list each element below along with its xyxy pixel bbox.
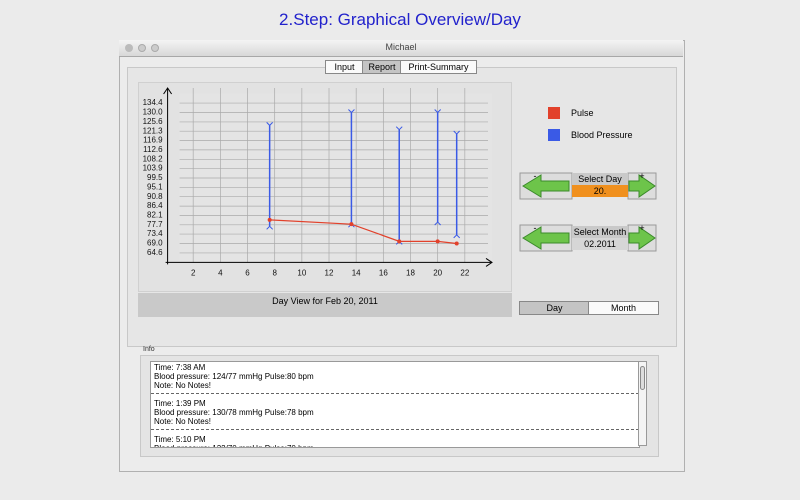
bp-cap: [395, 126, 403, 131]
x-axis-arrow: [485, 257, 493, 267]
min-button[interactable]: [138, 44, 146, 52]
bp-cap: [348, 109, 355, 114]
x-tick-label: 14: [352, 269, 361, 278]
title-bar: [119, 40, 683, 57]
minus-label: -: [533, 223, 537, 233]
y-tick-label: 121.3: [143, 126, 164, 135]
y-tick-label: 134.4: [143, 98, 164, 107]
info-line: Time: 1:39 PM: [154, 399, 206, 408]
minus-label: -: [533, 171, 537, 181]
x-tick-label: 8: [272, 269, 277, 278]
x-tick-label: 18: [406, 269, 415, 278]
y-tick-label: 64.6: [147, 248, 163, 257]
legend-swatch: [548, 107, 560, 119]
y-tick-label: 125.6: [143, 117, 164, 126]
info-line: Blood pressure: 124/77 mmHg Pulse:80 bpm: [154, 372, 314, 381]
y-tick-label: 69.0: [147, 239, 163, 248]
info-label: Info: [143, 346, 155, 353]
x-tick-label: 22: [460, 269, 469, 278]
info-entry: Time: 1:39 PM Blood pressure: 130/78 mmHg…: [151, 398, 639, 430]
y-tick-label: 86.4: [147, 201, 163, 210]
bp-cap: [266, 122, 274, 127]
tab[interactable]: Print-Summary: [400, 60, 477, 74]
bp-cap: [266, 225, 274, 230]
close-button[interactable]: [125, 44, 133, 52]
info-line: Note: No Notes!: [154, 417, 211, 426]
arrow-right[interactable]: [627, 224, 657, 252]
zoom-button[interactable]: [151, 44, 159, 52]
info-line: Note: No Notes!: [154, 381, 211, 390]
selector-label: Select Day: [572, 173, 628, 185]
info-line: Time: 5:10 PM: [154, 435, 206, 444]
info-entry: Time: 7:38 AM Blood pressure: 124/77 mmHg…: [151, 362, 639, 394]
x-tick-label: 6: [245, 269, 250, 278]
y-tick-label: 130.0: [143, 108, 164, 117]
x-tick-label: 16: [379, 269, 388, 278]
info-line: Time: 7:38 AM: [154, 363, 206, 372]
tab[interactable]: Input: [325, 60, 364, 74]
info-line: Blood pressure: 122/70 mmHg Pulse:70 bpm: [154, 444, 636, 447]
window-title: Michael: [385, 42, 417, 52]
bp-cap: [434, 221, 442, 226]
legend-label: Pulse: [571, 108, 594, 118]
y-tick-label: 112.6: [143, 145, 163, 154]
scrollbar[interactable]: [638, 361, 647, 446]
y-tick-label: 99.5: [147, 173, 163, 182]
y-tick-label: 73.4: [147, 229, 163, 238]
pulse-point: [397, 239, 402, 244]
selector-arrows: [519, 172, 657, 252]
plus-label: +: [639, 223, 645, 233]
bp-cap: [453, 234, 461, 239]
y-tick-label: 90.8: [147, 192, 163, 201]
info-line: Blood pressure: 130/78 mmHg Pulse:78 bpm: [154, 408, 314, 417]
bp-cap: [434, 109, 442, 114]
x-tick-label: 4: [218, 269, 223, 278]
info-list: Time: 7:38 AM Blood pressure: 124/77 mmHg…: [150, 361, 640, 448]
x-tick-label: 10: [297, 269, 306, 278]
pulse-point: [349, 222, 354, 227]
toggle-selected[interactable]: Day: [519, 301, 590, 315]
pulse-point: [267, 217, 272, 222]
y-tick-label: 116.9: [143, 136, 163, 145]
selector-value: 02.2011: [572, 238, 628, 250]
x-tick-label: 12: [325, 269, 334, 278]
y-tick-label: 82.1: [147, 210, 163, 219]
toggle[interactable]: Month: [588, 301, 659, 315]
y-tick-label: 103.9: [143, 164, 164, 173]
pulse-point: [454, 241, 459, 246]
y-axis-arrow: [163, 87, 173, 95]
plus-label: +: [639, 171, 645, 181]
chart-caption: Day View for Feb 20, 2011: [138, 293, 512, 317]
x-tick-label: 20: [433, 269, 442, 278]
bp-cap: [453, 130, 461, 135]
legend-swatch: [548, 129, 560, 141]
selector-value: 20.: [572, 185, 628, 197]
y-tick-label: 108.2: [143, 154, 164, 163]
heading: 2.Step: Graphical Overview/Day: [279, 10, 521, 29]
y-tick-label: 95.1: [147, 183, 163, 192]
y-tick-label: 77.7: [147, 220, 163, 229]
arrow-left[interactable]: [519, 224, 573, 252]
selector-label: Select Month: [572, 226, 628, 238]
arrow-left[interactable]: [519, 172, 573, 200]
arrow-right[interactable]: [627, 172, 657, 200]
legend-label: Blood Pressure: [571, 130, 633, 140]
pulse-point: [435, 239, 440, 244]
x-tick-label: 2: [191, 269, 196, 278]
